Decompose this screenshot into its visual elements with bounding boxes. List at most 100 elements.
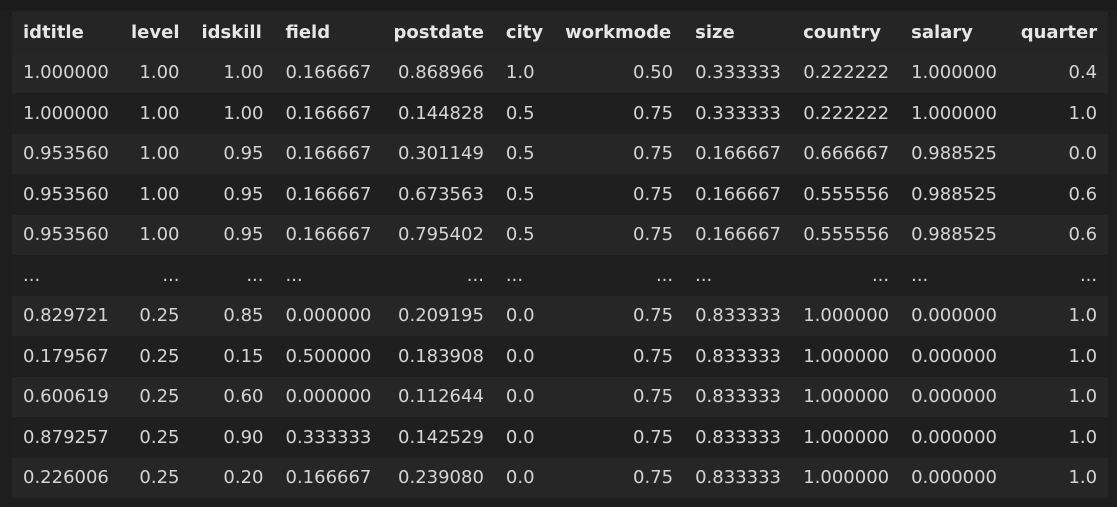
table-cell-postdate: 0.142529 bbox=[382, 417, 495, 458]
table-cell-salary: 0.000000 bbox=[900, 376, 1009, 417]
table-cell-size: 0.333333 bbox=[684, 93, 793, 134]
table-cell-idskill: 0.95 bbox=[190, 174, 275, 215]
table-cell-postdate: 0.144828 bbox=[382, 93, 495, 134]
table-cell-salary: 0.988525 bbox=[900, 214, 1009, 255]
table-cell-quarter: 1.0 bbox=[1008, 336, 1109, 377]
table-cell-level: 0.25 bbox=[120, 336, 191, 377]
table-cell-quarter: 1.0 bbox=[1008, 417, 1109, 458]
column-header-salary: salary bbox=[900, 12, 1009, 53]
table-cell-level: 1.00 bbox=[120, 93, 191, 134]
table-cell-idtitle: 0.953560 bbox=[12, 214, 120, 255]
table-cell-city: 0.0 bbox=[494, 417, 555, 458]
table-cell-city: 0.5 bbox=[494, 174, 555, 215]
table-cell-field: 0.333333 bbox=[274, 417, 383, 458]
table-cell-size: 0.833333 bbox=[684, 457, 793, 498]
table-cell-idtitle: 0.953560 bbox=[12, 174, 120, 215]
table-cell-idtitle: 0.226006 bbox=[12, 457, 120, 498]
table-cell-country: 1.000000 bbox=[792, 295, 901, 336]
table-cell-field: 0.500000 bbox=[274, 336, 383, 377]
table-cell-postdate: 0.673563 bbox=[382, 174, 495, 215]
table-cell-idskill: ... bbox=[190, 255, 275, 296]
table-cell-idskill: 1.00 bbox=[190, 93, 275, 134]
table-cell-postdate: 0.795402 bbox=[382, 214, 495, 255]
table-cell-city: ... bbox=[494, 255, 555, 296]
table-row: 0.600619 0.25 0.60 0.000000 0.112644 0.0 0.75 0… bbox=[12, 376, 1109, 417]
table-cell-salary: 0.000000 bbox=[900, 295, 1009, 336]
table-cell-size: 0.166667 bbox=[684, 174, 793, 215]
table-cell-workmode: 0.75 bbox=[554, 295, 685, 336]
table-cell-postdate: 0.301149 bbox=[382, 133, 495, 174]
column-header-workmode: workmode bbox=[554, 12, 685, 53]
column-header-size: size bbox=[684, 12, 793, 53]
table-cell-level: 0.25 bbox=[120, 376, 191, 417]
table-cell-city: 0.5 bbox=[494, 133, 555, 174]
table-cell-level: 1.00 bbox=[120, 52, 191, 93]
table-cell-idtitle: 0.829721 bbox=[12, 295, 120, 336]
table-cell-postdate: 0.868966 bbox=[382, 52, 495, 93]
column-header-city: city bbox=[494, 12, 555, 53]
table-cell-idtitle: 1.000000 bbox=[12, 93, 120, 134]
table-row: 0.953560 1.00 0.95 0.166667 0.795402 0.5 0.75 0… bbox=[12, 214, 1109, 255]
table-cell-quarter: 0.4 bbox=[1008, 52, 1109, 93]
header-row: idtitle level idskill field postdate cit… bbox=[12, 12, 1109, 53]
table-cell-country: 1.000000 bbox=[792, 457, 901, 498]
output-top-edge bbox=[0, 0, 1117, 10]
table-cell-level: ... bbox=[120, 255, 191, 296]
table-cell-workmode: 0.75 bbox=[554, 133, 685, 174]
table-cell-idskill: 0.15 bbox=[190, 336, 275, 377]
table-cell-idskill: 0.20 bbox=[190, 457, 275, 498]
table-cell-salary: 0.988525 bbox=[900, 133, 1009, 174]
table-cell-city: 0.0 bbox=[494, 336, 555, 377]
table-cell-quarter: ... bbox=[1008, 255, 1109, 296]
table-cell-city: 0.0 bbox=[494, 376, 555, 417]
table-cell-field: 0.000000 bbox=[274, 376, 383, 417]
table-cell-idskill: 0.95 bbox=[190, 214, 275, 255]
table-cell-salary: 1.000000 bbox=[900, 52, 1009, 93]
table-cell-idtitle: ... bbox=[12, 255, 120, 296]
table-cell-idskill: 0.90 bbox=[190, 417, 275, 458]
column-header-quarter: quarter bbox=[1008, 12, 1109, 53]
column-header-postdate: postdate bbox=[382, 12, 495, 53]
table-cell-field: 0.166667 bbox=[274, 52, 383, 93]
table-cell-level: 1.00 bbox=[120, 214, 191, 255]
table-row: 0.179567 0.25 0.15 0.500000 0.183908 0.0 0.75 0… bbox=[12, 336, 1109, 377]
table-cell-idtitle: 0.600619 bbox=[12, 376, 120, 417]
table-cell-city: 0.0 bbox=[494, 295, 555, 336]
table-row: 0.829721 0.25 0.85 0.000000 0.209195 0.0 0.75 0… bbox=[12, 295, 1109, 336]
table-cell-salary: 1.000000 bbox=[900, 93, 1009, 134]
table-cell-idtitle: 1.000000 bbox=[12, 52, 120, 93]
table-cell-idskill: 1.00 bbox=[190, 52, 275, 93]
table-cell-size: 0.833333 bbox=[684, 336, 793, 377]
table-cell-postdate: 0.183908 bbox=[382, 336, 495, 377]
column-header-idskill: idskill bbox=[190, 12, 275, 53]
table-cell-size: 0.833333 bbox=[684, 376, 793, 417]
table-cell-field: 0.000000 bbox=[274, 295, 383, 336]
table-cell-country: ... bbox=[792, 255, 901, 296]
table-cell-city: 0.5 bbox=[494, 93, 555, 134]
table-row: 1.000000 1.00 1.00 0.166667 0.144828 0.5 0.75 0… bbox=[12, 93, 1109, 134]
table-cell-country: 1.000000 bbox=[792, 336, 901, 377]
table-cell-country: 1.000000 bbox=[792, 417, 901, 458]
table-cell-country: 0.555556 bbox=[792, 214, 901, 255]
table-cell-city: 0.5 bbox=[494, 214, 555, 255]
table-row: 0.953560 1.00 0.95 0.166667 0.301149 0.5 0.75 0… bbox=[12, 133, 1109, 174]
table-cell-salary: 0.988525 bbox=[900, 174, 1009, 215]
table-cell-quarter: 1.0 bbox=[1008, 376, 1109, 417]
table-cell-quarter: 0.6 bbox=[1008, 174, 1109, 215]
table-cell-size: 0.166667 bbox=[684, 133, 793, 174]
table-cell-country: 0.555556 bbox=[792, 174, 901, 215]
table-cell-quarter: 0.0 bbox=[1008, 133, 1109, 174]
table-cell-country: 0.222222 bbox=[792, 93, 901, 134]
table-cell-postdate: 0.112644 bbox=[382, 376, 495, 417]
table-row: 0.953560 1.00 0.95 0.166667 0.673563 0.5 0.75 0… bbox=[12, 174, 1109, 215]
table-cell-workmode: 0.75 bbox=[554, 214, 685, 255]
table-cell-size: 0.833333 bbox=[684, 417, 793, 458]
table-cell-postdate: ... bbox=[382, 255, 495, 296]
table-cell-field: 0.166667 bbox=[274, 93, 383, 134]
table-row: 1.000000 1.00 1.00 0.166667 0.868966 1.0 0.50 0… bbox=[12, 52, 1109, 93]
table-cell-idtitle: 0.953560 bbox=[12, 133, 120, 174]
table-row: 0.879257 0.25 0.90 0.333333 0.142529 0.0 0.75 0… bbox=[12, 417, 1109, 458]
table-cell-level: 0.25 bbox=[120, 457, 191, 498]
table-cell-level: 0.25 bbox=[120, 295, 191, 336]
table-cell-idskill: 0.95 bbox=[190, 133, 275, 174]
